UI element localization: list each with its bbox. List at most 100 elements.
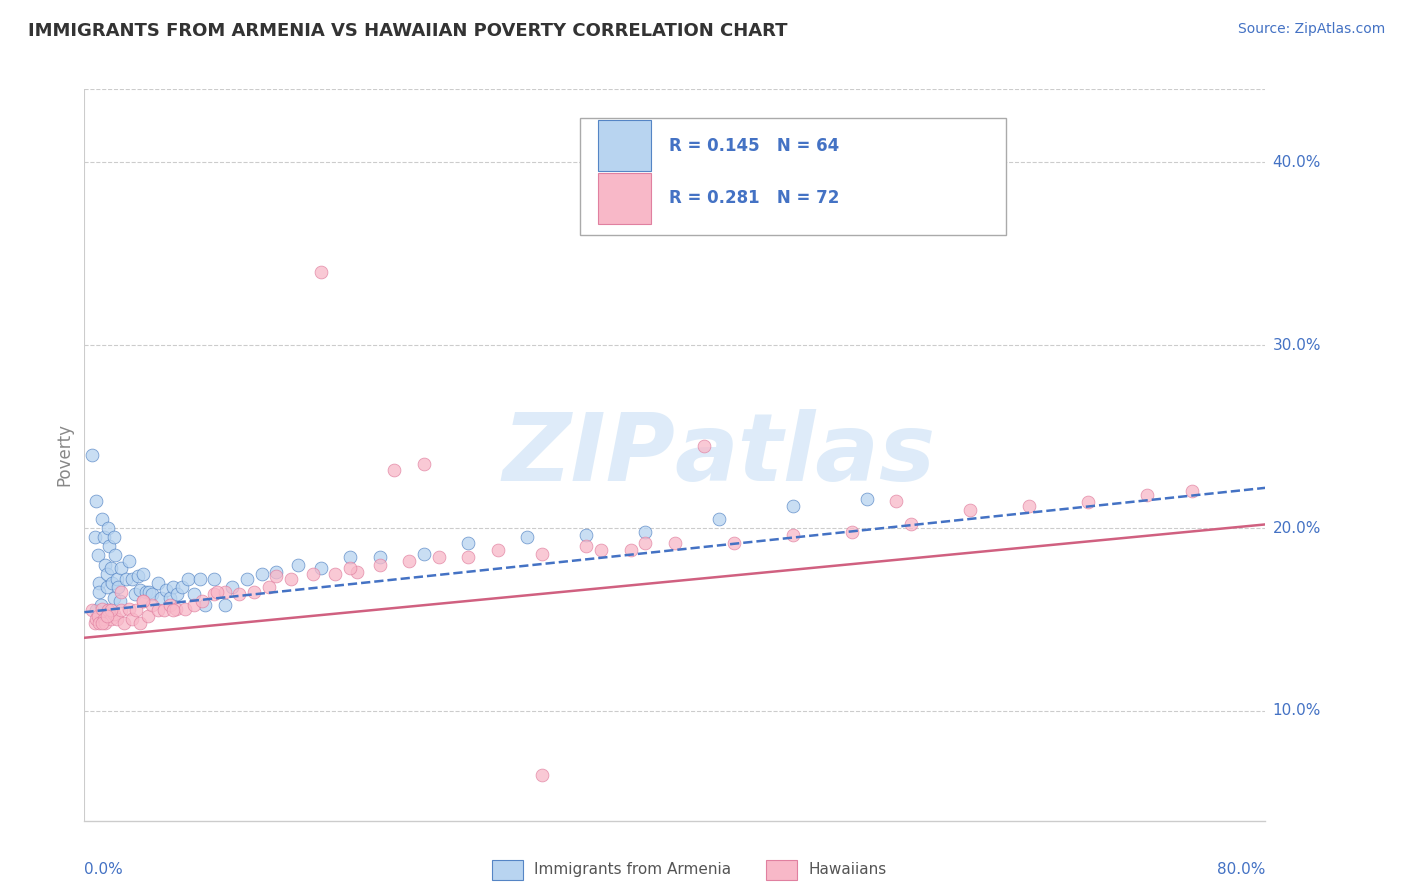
Point	[723, 535, 745, 549]
Point	[162, 603, 184, 617]
Point	[214, 585, 236, 599]
Point	[235, 572, 259, 586]
Point	[97, 521, 120, 535]
Point	[91, 616, 114, 631]
Text: Source: ZipAtlas.com: Source: ZipAtlas.com	[1237, 22, 1385, 37]
Point	[457, 535, 479, 549]
Point	[368, 558, 391, 572]
Point	[96, 580, 118, 594]
Point	[530, 768, 553, 782]
Point	[591, 543, 613, 558]
Point	[619, 543, 641, 558]
Point	[114, 572, 136, 586]
Point	[398, 554, 420, 568]
Text: 30.0%: 30.0%	[1272, 338, 1320, 352]
Point	[173, 601, 195, 615]
Point	[112, 616, 135, 631]
Point	[413, 547, 436, 561]
Point	[346, 565, 368, 579]
Point	[194, 598, 217, 612]
Point	[94, 616, 117, 631]
Point	[177, 572, 200, 586]
Point	[264, 568, 288, 582]
Point	[664, 535, 686, 549]
Point	[202, 572, 225, 586]
Point	[368, 550, 391, 565]
Point	[97, 603, 120, 617]
Point	[575, 528, 598, 542]
Point	[153, 603, 176, 617]
Point	[1180, 484, 1202, 499]
Text: 0.0%: 0.0%	[84, 863, 124, 877]
Text: 20.0%: 20.0%	[1272, 521, 1320, 535]
Point	[87, 616, 111, 631]
Point	[323, 566, 347, 581]
Point	[188, 572, 211, 586]
Point	[257, 580, 280, 594]
Point	[339, 561, 361, 575]
Point	[97, 603, 120, 617]
Point	[132, 594, 155, 608]
Text: 80.0%: 80.0%	[1218, 863, 1265, 877]
Text: R = 0.281   N = 72: R = 0.281 N = 72	[669, 189, 839, 207]
Point	[886, 493, 908, 508]
FancyBboxPatch shape	[598, 172, 651, 224]
Point	[84, 613, 107, 627]
Point	[127, 568, 149, 582]
Point	[93, 613, 115, 627]
Point	[634, 535, 657, 549]
Point	[162, 580, 184, 594]
Point	[1018, 499, 1040, 513]
Text: ZIP: ZIP	[502, 409, 675, 501]
Point	[103, 530, 125, 544]
Point	[516, 530, 538, 544]
Point	[110, 585, 132, 599]
Point	[100, 561, 122, 575]
Point	[309, 561, 332, 575]
Point	[84, 603, 107, 617]
Point	[121, 613, 143, 627]
Text: 10.0%: 10.0%	[1272, 704, 1320, 718]
Text: Immigrants from Armenia: Immigrants from Armenia	[534, 863, 731, 877]
Point	[87, 585, 111, 599]
Point	[90, 598, 112, 612]
Point	[841, 524, 863, 539]
Point	[280, 572, 302, 586]
Point	[141, 587, 163, 601]
Point	[855, 491, 877, 506]
Point	[287, 558, 309, 572]
Point	[86, 549, 108, 563]
Point	[427, 550, 450, 565]
Point	[107, 580, 129, 594]
Point	[709, 512, 731, 526]
FancyBboxPatch shape	[598, 120, 651, 171]
Point	[129, 583, 152, 598]
Point	[457, 550, 479, 565]
Point	[155, 583, 177, 598]
Point	[228, 587, 250, 601]
Point	[83, 616, 105, 631]
Point	[264, 565, 288, 579]
Text: atlas: atlas	[675, 409, 936, 501]
Point	[87, 576, 111, 591]
Point	[136, 608, 159, 623]
Point	[782, 499, 804, 513]
Y-axis label: Poverty: Poverty	[55, 424, 73, 486]
Point	[101, 576, 124, 591]
Point	[103, 607, 125, 621]
Point	[100, 613, 122, 627]
Point	[96, 566, 118, 581]
Text: IMMIGRANTS FROM ARMENIA VS HAWAIIAN POVERTY CORRELATION CHART: IMMIGRANTS FROM ARMENIA VS HAWAIIAN POVE…	[28, 22, 787, 40]
Point	[782, 528, 804, 542]
Point	[105, 572, 128, 586]
Point	[148, 603, 170, 617]
Point	[205, 585, 228, 599]
Point	[98, 539, 121, 553]
Point	[118, 601, 141, 615]
Point	[132, 594, 155, 608]
Point	[1136, 488, 1159, 502]
Point	[91, 601, 114, 615]
FancyBboxPatch shape	[581, 119, 1005, 235]
Point	[138, 585, 160, 599]
Point	[150, 591, 173, 605]
